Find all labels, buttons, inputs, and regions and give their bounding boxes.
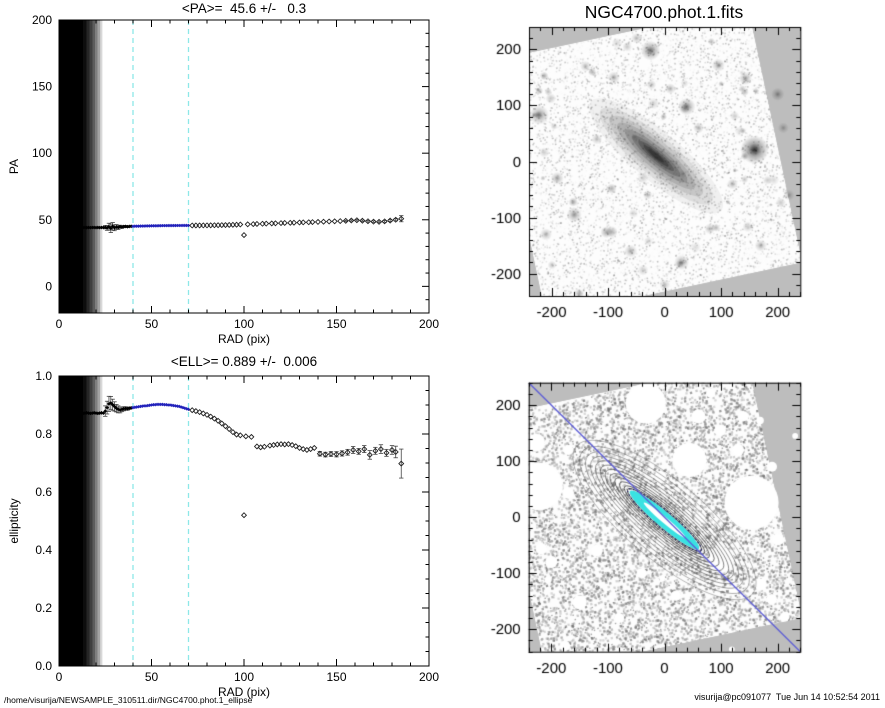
svg-text:200: 200	[419, 317, 439, 331]
svg-text:RAD (pix): RAD (pix)	[218, 332, 270, 346]
svg-text:200: 200	[419, 670, 439, 684]
svg-text:0.8: 0.8	[35, 427, 52, 441]
galaxy-image-panel	[442, 0, 885, 340]
pa-plot: 0 50 100 150 200 0 50 100 150 200 RAD (pix) PA	[7, 13, 439, 346]
svg-text:200: 200	[32, 13, 52, 27]
svg-text:150: 150	[326, 670, 346, 684]
svg-text:100: 100	[234, 670, 254, 684]
svg-text:150: 150	[326, 317, 346, 331]
svg-text:50: 50	[145, 670, 159, 684]
svg-text:100: 100	[32, 146, 52, 160]
svg-text:0: 0	[45, 279, 52, 293]
user-timestamp-label: visurija@pc091077 Tue Jun 14 10:52:54 20…	[694, 692, 880, 702]
svg-text:100: 100	[234, 317, 254, 331]
svg-text:PA: PA	[7, 159, 21, 174]
svg-text:0.0: 0.0	[35, 659, 52, 673]
fits-image-title: NGC4700.phot.1.fits	[584, 2, 744, 22]
file-path-label: /home/visurija/NEWSAMPLE_310511.dir/NGC4…	[4, 695, 253, 705]
svg-text:0.2: 0.2	[35, 601, 52, 615]
svg-text:ellipticity: ellipticity	[7, 498, 21, 543]
svg-text:0.4: 0.4	[35, 543, 52, 557]
svg-text:1.0: 1.0	[35, 369, 52, 383]
svg-text:0: 0	[56, 670, 63, 684]
svg-text:0: 0	[56, 317, 63, 331]
svg-text:0.6: 0.6	[35, 485, 52, 499]
ellipticity-plot-title: <ELL>= 0.889 +/- 0.006	[170, 354, 318, 369]
svg-text:150: 150	[32, 80, 52, 94]
svg-text:50: 50	[145, 317, 159, 331]
galaxy-contour-panel	[442, 340, 885, 708]
svg-text:RAD (pix): RAD (pix)	[218, 685, 270, 699]
ell-plot: 0 50 100 150 200 0.0 0.2 0.4 0.6 0.8 1.0 RAD (pix) e…	[7, 369, 439, 699]
pa-plot-title: <PA>= 45.6 +/- 0.3	[181, 1, 307, 16]
svg-text:50: 50	[39, 213, 53, 227]
